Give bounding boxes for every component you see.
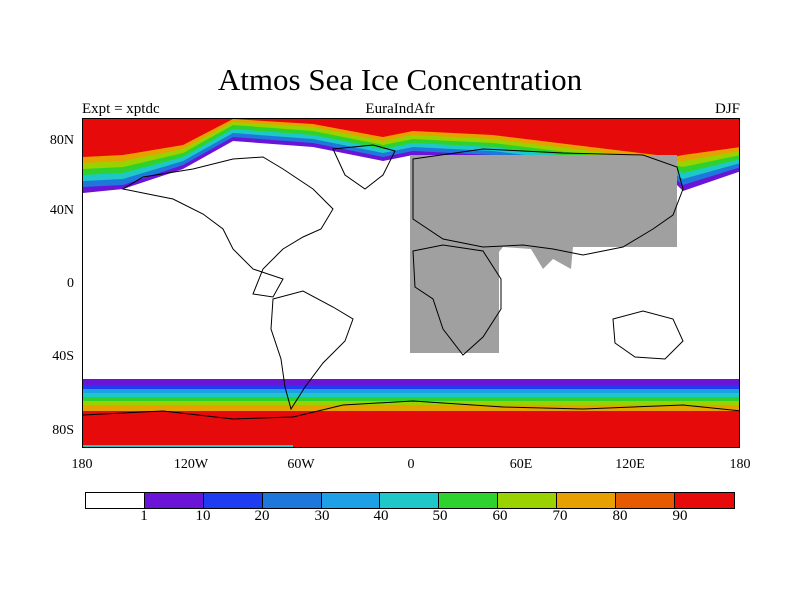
lon-tick-120e: 120E bbox=[615, 457, 645, 472]
colorbar-swatch-3 bbox=[262, 493, 322, 508]
lon-tick-60e: 60E bbox=[509, 457, 533, 472]
colorbar-swatch-7 bbox=[498, 493, 558, 508]
coast-antarctica bbox=[83, 400, 739, 420]
colorbar-label-10: 10 bbox=[195, 508, 211, 524]
colorbar-label-20: 20 bbox=[254, 508, 270, 524]
lat-tick-0: 0 bbox=[67, 276, 74, 291]
colorbar-label-30: 30 bbox=[314, 508, 330, 524]
colorbar-label-40: 40 bbox=[373, 508, 389, 524]
lon-tick-180e: 180 bbox=[729, 457, 751, 472]
colorbar-swatch-9 bbox=[616, 493, 675, 508]
experiment-label: Expt = xptdc bbox=[82, 101, 160, 117]
antarctic-sea-ice bbox=[83, 379, 739, 447]
lat-tick-40s: 40S bbox=[52, 349, 74, 364]
antarctic-band-90 bbox=[83, 411, 739, 447]
colorbar-swatch-10 bbox=[674, 493, 734, 508]
lon-tick-180w: 180 bbox=[71, 457, 93, 472]
colorbar-swatch-0 bbox=[86, 493, 145, 508]
colorbar-label-50: 50 bbox=[432, 508, 448, 524]
sea-ice-map bbox=[83, 119, 739, 447]
colorbar-swatch-6 bbox=[439, 493, 499, 508]
colorbar-swatch-4 bbox=[321, 493, 381, 508]
colorbar-swatch-8 bbox=[557, 493, 617, 508]
coastlines bbox=[83, 144, 739, 420]
lat-tick-80s: 80S bbox=[52, 423, 74, 438]
region-label: EuraIndAfr bbox=[365, 101, 435, 117]
coast-south-america bbox=[270, 290, 354, 411]
map-panel bbox=[82, 118, 740, 448]
colorbar-swatch-1 bbox=[144, 493, 204, 508]
lon-tick-60w: 60W bbox=[287, 457, 315, 472]
colorbar-label-70: 70 bbox=[552, 508, 568, 524]
coast-greenland bbox=[332, 144, 396, 190]
colorbar-label-80: 80 bbox=[612, 508, 628, 524]
coast-eurasia bbox=[412, 148, 684, 256]
masked-region-euraindafr bbox=[410, 155, 677, 353]
colorbar bbox=[85, 492, 735, 509]
colorbar-label-60: 60 bbox=[492, 508, 508, 524]
antarctic-coast-rim bbox=[83, 445, 293, 447]
lat-tick-40n: 40N bbox=[49, 203, 74, 218]
colorbar-label-90: 90 bbox=[672, 508, 688, 524]
colorbar-swatch-5 bbox=[380, 493, 440, 508]
coast-north-america bbox=[121, 156, 334, 298]
plot-title: Atmos Sea Ice Concentration bbox=[217, 62, 583, 97]
lat-tick-80n: 80N bbox=[49, 133, 74, 148]
coast-australia bbox=[612, 310, 684, 360]
season-label: DJF bbox=[714, 101, 740, 117]
lon-tick-0: 0 bbox=[407, 457, 415, 472]
coast-africa bbox=[412, 244, 502, 356]
colorbar-swatch-2 bbox=[203, 493, 263, 508]
colorbar-label-1: 1 bbox=[140, 508, 148, 524]
lon-tick-120w: 120W bbox=[173, 457, 209, 472]
arctic-sea-ice bbox=[83, 119, 739, 193]
